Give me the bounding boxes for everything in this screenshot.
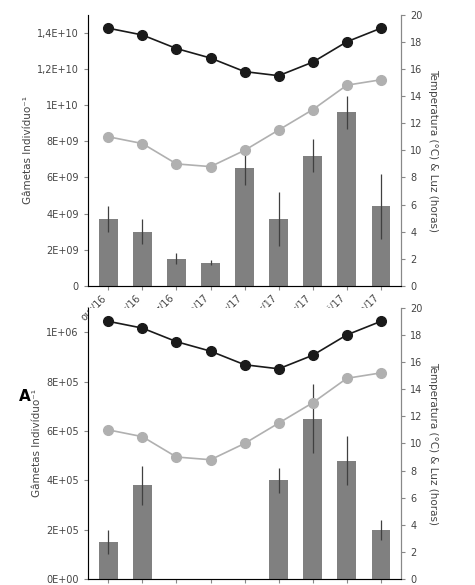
Bar — [304, 419, 322, 579]
Bar — [337, 461, 356, 579]
Bar — [133, 486, 152, 579]
Y-axis label: Temperatura (°C) & Luz (horas): Temperatura (°C) & Luz (horas) — [428, 362, 438, 525]
Y-axis label: Gâmetas Indivíduo⁻¹: Gâmetas Indivíduo⁻¹ — [23, 97, 33, 204]
Bar — [167, 259, 186, 286]
Bar — [235, 168, 254, 286]
Bar — [201, 263, 220, 286]
Bar — [371, 207, 390, 286]
Bar — [371, 530, 390, 579]
Bar — [133, 232, 152, 286]
Bar — [99, 542, 118, 579]
Y-axis label: Temperatura (°C) & Luz (horas): Temperatura (°C) & Luz (horas) — [428, 69, 438, 232]
Bar — [304, 156, 322, 286]
Text: A: A — [19, 389, 31, 404]
Bar — [269, 219, 288, 286]
Bar — [337, 112, 356, 286]
Bar — [99, 219, 118, 286]
Bar — [269, 480, 288, 579]
Y-axis label: Gâmetas Indivíduo⁻¹: Gâmetas Indivíduo⁻¹ — [32, 390, 42, 497]
